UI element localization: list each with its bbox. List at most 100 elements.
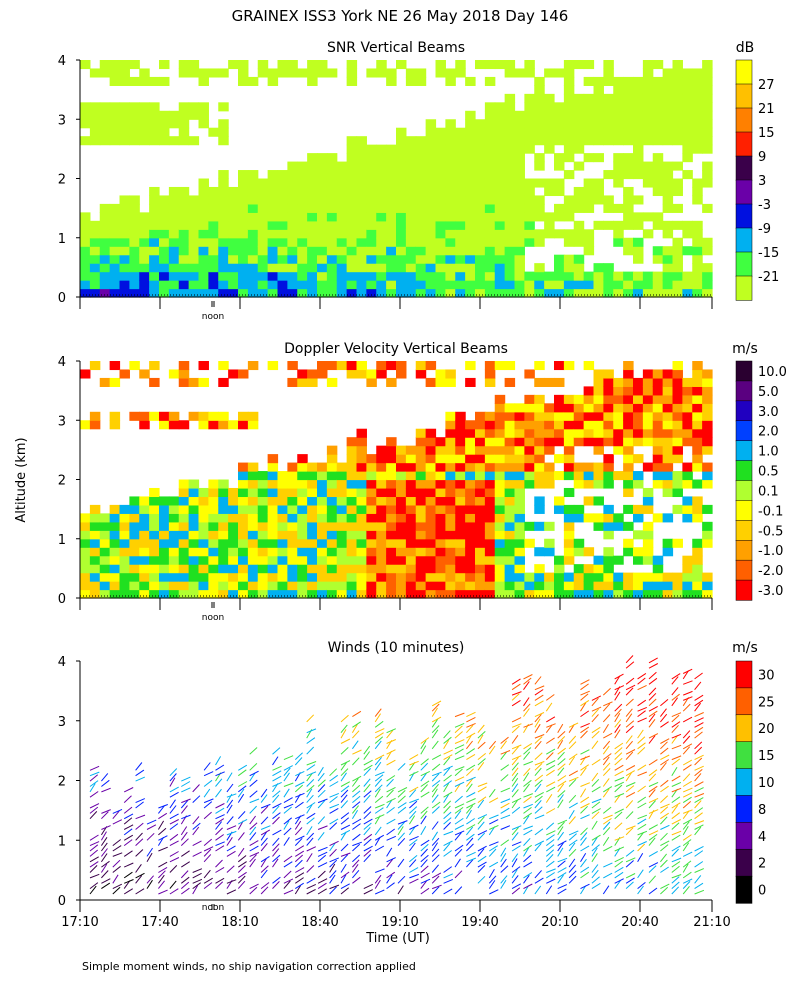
wind-barb (534, 885, 542, 895)
wind-barb (694, 797, 704, 804)
heatmap-cell (307, 479, 318, 489)
wind-barb (477, 758, 486, 766)
heatmap-cell (257, 572, 269, 582)
wind-barb (340, 761, 348, 771)
heatmap-cell (445, 119, 456, 129)
wind-barb (694, 820, 705, 825)
heatmap-cell (702, 504, 713, 514)
heatmap-cell (218, 581, 229, 591)
heatmap-cell (326, 547, 338, 557)
heatmap-cell (405, 237, 417, 247)
heatmap-cell (139, 555, 150, 565)
wind-barb (454, 731, 463, 739)
heatmap-cell (376, 361, 387, 371)
heatmap-cell (435, 521, 446, 531)
heatmap-cell (534, 263, 545, 273)
wind-barb (500, 839, 510, 847)
heatmap-cell (524, 136, 535, 146)
heatmap-cell (593, 76, 604, 86)
heatmap-cell (544, 212, 555, 222)
heatmap-cell (504, 564, 516, 574)
heatmap-cell (188, 377, 200, 387)
wind-barb (443, 878, 453, 884)
heatmap-cell (149, 521, 160, 531)
wind-barb (625, 687, 634, 696)
heatmap-cell (149, 530, 160, 540)
heatmap-cell (455, 581, 466, 591)
wind-barb (660, 844, 669, 852)
heatmap-cell (228, 513, 239, 523)
wind-barb (101, 848, 108, 857)
heatmap-cell (228, 246, 239, 256)
wind-barb (694, 672, 703, 680)
heatmap-cell (702, 437, 713, 447)
heatmap-cell (198, 530, 209, 540)
wind-barb (671, 781, 682, 787)
heatmap-cell (109, 110, 121, 120)
heatmap-cell (475, 521, 486, 531)
wind-barb (602, 687, 611, 696)
heatmap-cell (109, 589, 121, 599)
wind-barb (340, 874, 347, 884)
heatmap-cell (198, 186, 209, 197)
heatmap-cell (672, 186, 683, 197)
heatmap-cell (149, 411, 160, 421)
heatmap-cell (129, 220, 140, 230)
heatmap-cell (623, 161, 634, 171)
wind-barb (363, 883, 374, 890)
wind-barb (135, 801, 144, 809)
heatmap-cell (534, 521, 545, 531)
heatmap-cell (228, 280, 239, 290)
wind-barb (272, 781, 282, 787)
heatmap-cell (682, 136, 693, 146)
heatmap-cell (484, 521, 496, 531)
wind-barb (203, 877, 213, 884)
heatmap-cell (168, 513, 180, 523)
heatmap-cell (257, 496, 269, 506)
heatmap-cell (504, 280, 516, 290)
wind-barb (340, 887, 350, 895)
heatmap-cell (623, 271, 634, 281)
heatmap-cell (623, 85, 634, 95)
wind-barb (591, 869, 599, 879)
wind-barb (409, 810, 417, 820)
y-tick-label: 4 (58, 54, 66, 69)
heatmap-cell (702, 85, 713, 95)
heatmap-cell (356, 555, 367, 565)
heatmap-cell (425, 212, 437, 222)
heatmap-cell (366, 263, 377, 273)
heatmap-cell (672, 254, 683, 264)
wind-barb (306, 714, 315, 723)
heatmap-cell (504, 589, 516, 599)
heatmap-cell (198, 487, 209, 498)
heatmap-cell (317, 471, 328, 481)
colorbar-label: -1.0 (758, 544, 783, 559)
wind-barb (557, 775, 567, 782)
heatmap-cell (415, 513, 427, 523)
wind-barb (158, 846, 168, 852)
wind-barb (682, 796, 692, 804)
wind-barb (637, 885, 644, 895)
heatmap-cell (307, 538, 318, 548)
wind-barb (534, 752, 543, 760)
heatmap-cell (425, 203, 437, 213)
heatmap-cell (682, 513, 693, 523)
wind-barb (169, 799, 176, 809)
heatmap-cell (277, 212, 288, 222)
wind-barb (112, 810, 120, 820)
heatmap-cell (247, 271, 259, 281)
heatmap-cell (692, 127, 703, 137)
wind-barb (466, 711, 476, 718)
heatmap-cell (415, 76, 427, 86)
heatmap-cell (682, 119, 693, 129)
heatmap-cell (563, 445, 575, 455)
heatmap-cell (119, 76, 130, 86)
heatmap-cell (415, 361, 427, 371)
wind-barb (443, 730, 451, 739)
heatmap-cell (326, 445, 338, 455)
wind-barb (523, 815, 530, 825)
heatmap-cell (544, 589, 555, 599)
heatmap-cell (593, 93, 604, 103)
wind-barb (363, 818, 373, 825)
heatmap-cell (435, 127, 446, 137)
